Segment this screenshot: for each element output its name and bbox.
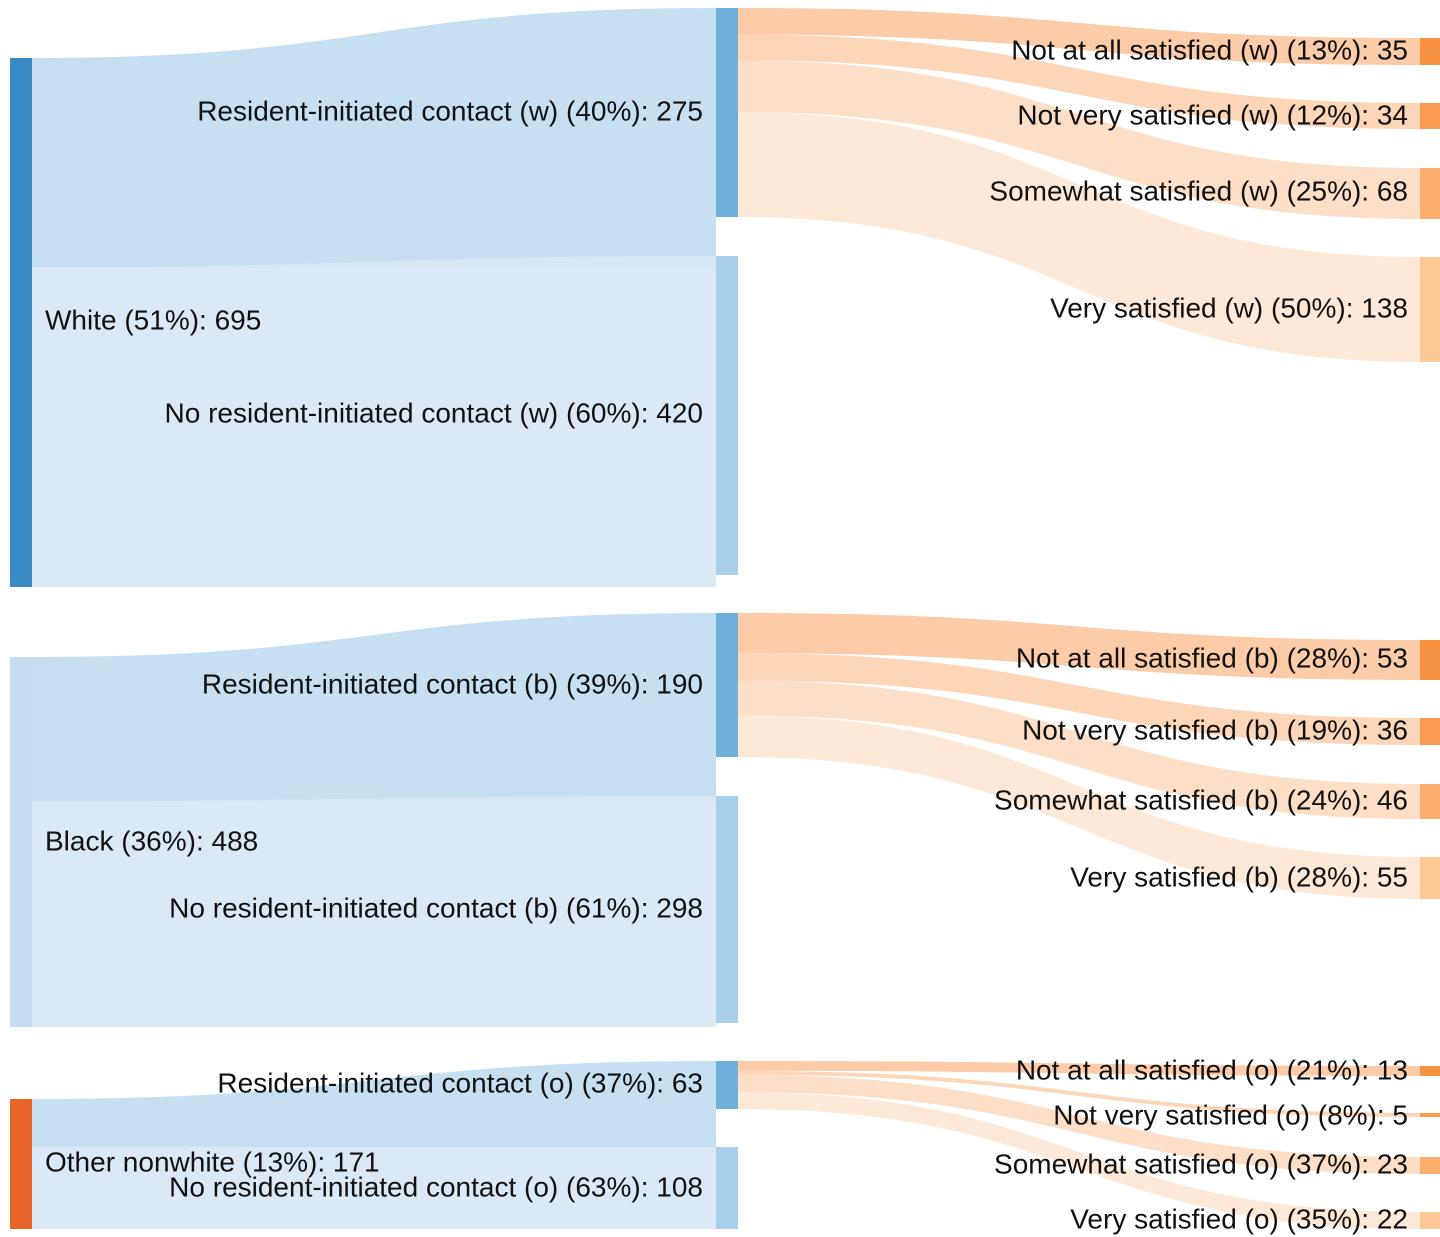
- node-label-black: Black (36%): 488: [45, 825, 258, 856]
- node-s2_o: [1420, 1113, 1440, 1117]
- node-label-s3_w: Somewhat satisfied (w) (25%): 68: [989, 175, 1408, 206]
- node-s3_b: [1420, 784, 1440, 819]
- node-white: [10, 58, 32, 587]
- node-label-rc_o: Resident-initiated contact (o) (37%): 63: [217, 1067, 703, 1098]
- node-s4_b: [1420, 857, 1440, 899]
- node-s1_o: [1420, 1066, 1440, 1076]
- node-label-s2_b: Not very satisfied (b) (19%): 36: [1022, 714, 1408, 745]
- node-s3_w: [1420, 168, 1440, 219]
- node-label-rc_w: Resident-initiated contact (w) (40%): 27…: [197, 95, 703, 126]
- link-black-to-rc_b: [32, 613, 716, 801]
- node-label-white: White (51%): 695: [45, 304, 261, 335]
- node-s1_b: [1420, 640, 1440, 680]
- node-label-rc_b: Resident-initiated contact (b) (39%): 19…: [202, 668, 703, 699]
- node-s1_w: [1420, 38, 1440, 65]
- node-label-s4_w: Very satisfied (w) (50%): 138: [1050, 292, 1408, 323]
- node-label-s1_w: Not at all satisfied (w) (13%): 35: [1011, 34, 1408, 65]
- node-label-s4_o: Very satisfied (o) (35%): 22: [1070, 1203, 1408, 1234]
- node-label-s2_w: Not very satisfied (w) (12%): 34: [1017, 99, 1408, 130]
- node-s2_b: [1420, 718, 1440, 745]
- node-label-s4_b: Very satisfied (b) (28%): 55: [1070, 861, 1408, 892]
- node-label-s1_b: Not at all satisfied (b) (28%): 53: [1016, 642, 1408, 673]
- node-rc_w: [716, 8, 738, 217]
- node-rc_b: [716, 613, 738, 757]
- node-label-s3_b: Somewhat satisfied (b) (24%): 46: [994, 784, 1408, 815]
- node-s3_o: [1420, 1157, 1440, 1174]
- node-s4_o: [1420, 1212, 1440, 1229]
- node-label-nc_w: No resident-initiated contact (w) (60%):…: [165, 397, 703, 428]
- node-s2_w: [1420, 103, 1440, 129]
- node-label-nc_b: No resident-initiated contact (b) (61%):…: [169, 892, 703, 923]
- node-nc_o: [716, 1147, 738, 1229]
- node-label-nc_o: No resident-initiated contact (o) (63%):…: [169, 1171, 703, 1202]
- node-rc_o: [716, 1061, 738, 1109]
- node-other: [10, 1099, 32, 1229]
- node-black: [10, 657, 32, 1027]
- node-label-s3_o: Somewhat satisfied (o) (37%): 23: [994, 1148, 1408, 1179]
- node-s4_w: [1420, 257, 1440, 362]
- link-white-to-rc_w: [32, 8, 716, 268]
- node-nc_w: [716, 256, 738, 575]
- node-label-s1_o: Not at all satisfied (o) (21%): 13: [1016, 1054, 1408, 1085]
- node-label-s2_o: Not very satisfied (o) (8%): 5: [1053, 1099, 1408, 1130]
- node-nc_b: [716, 796, 738, 1023]
